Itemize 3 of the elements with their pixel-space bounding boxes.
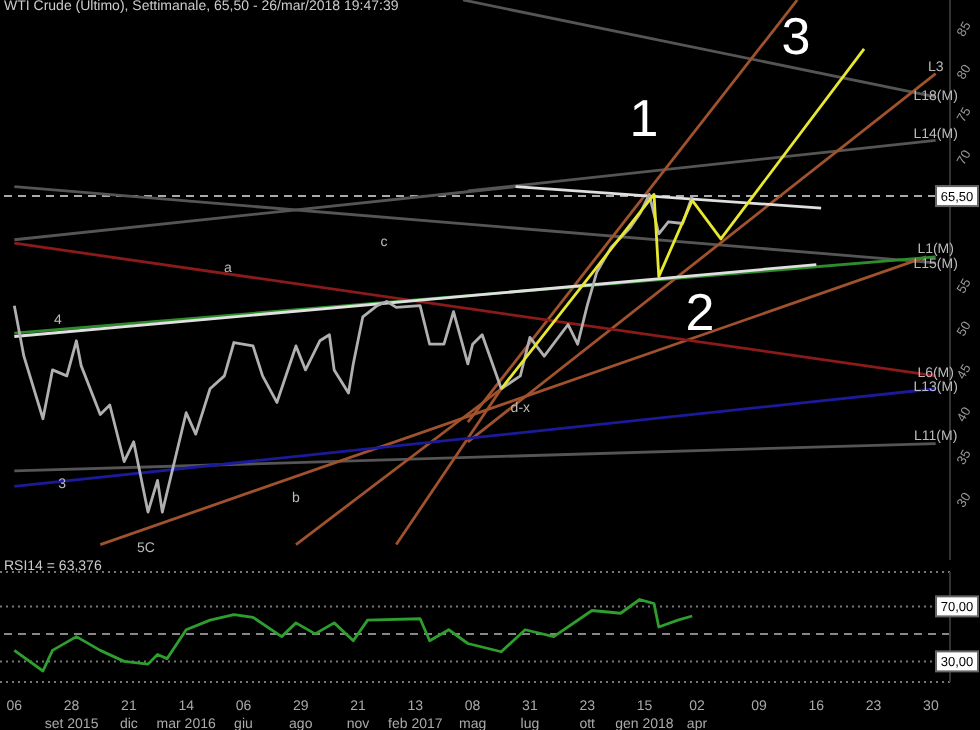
annotation: 3 [781, 5, 811, 66]
annotation: 2 [685, 281, 715, 342]
annotation: 1 [629, 87, 659, 148]
